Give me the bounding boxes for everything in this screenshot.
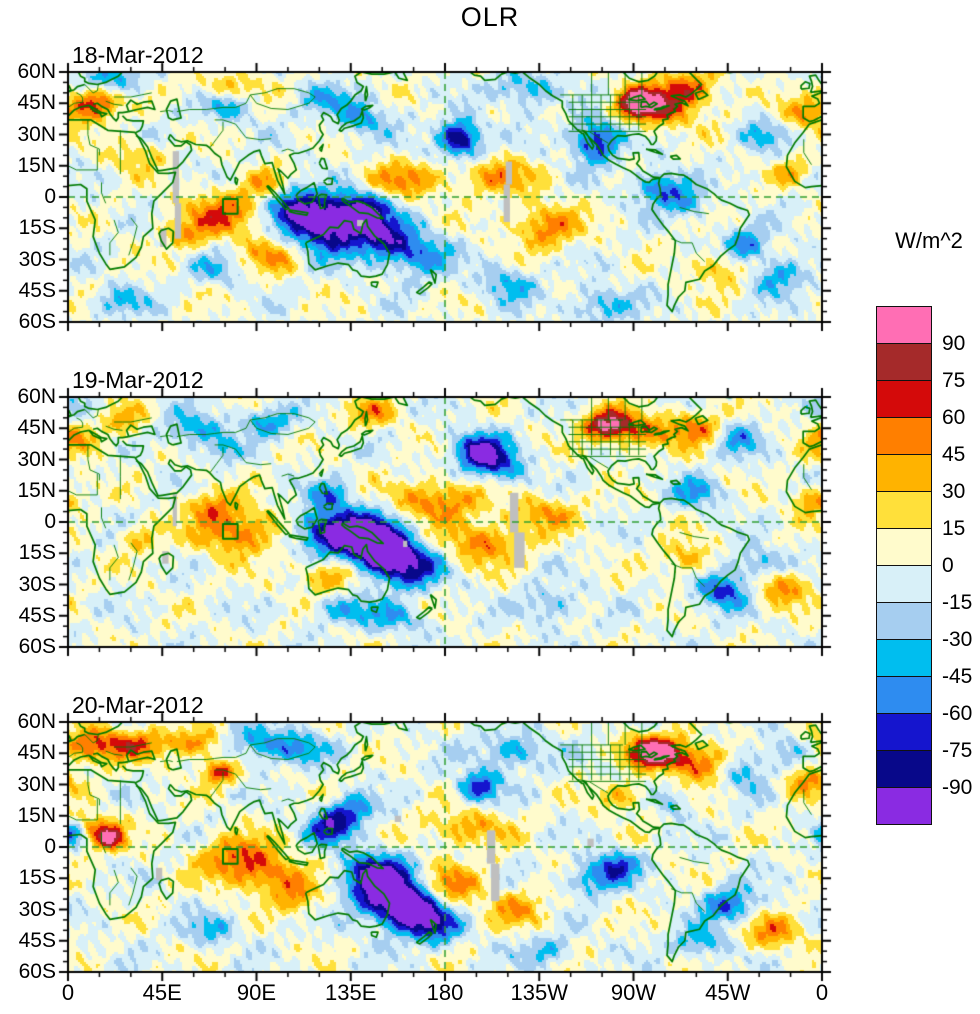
colorbar-segment-6 — [877, 566, 931, 603]
y-tick-label-panel3-60N: 60N — [17, 710, 56, 733]
colorbar-units-label: W/m^2 — [895, 228, 963, 253]
colorbar-segment-12 — [877, 344, 931, 381]
y-tick-label-panel2-30S: 30S — [18, 572, 56, 596]
y-tick-label-panel1-30S: 30S — [18, 247, 56, 271]
y-tick-label-panel1-15S: 15S — [18, 216, 56, 240]
colorbar-segment-9 — [877, 455, 931, 492]
x-tick-label-3-135E: 135E — [325, 980, 377, 1005]
colorbar-segment-13 — [877, 307, 931, 344]
y-tick-label-panel3-15N: 15N — [17, 803, 56, 827]
map-panel-20-mar — [58, 712, 832, 982]
y-tick-label-panel2-30N: 30N — [17, 447, 56, 471]
colorbar-tick--15: -15 — [942, 591, 973, 614]
x-tick-label-8-0: 0 — [815, 980, 829, 1005]
x-tick-label-6-90W: 90W — [610, 980, 657, 1005]
colorbar-segment-3 — [877, 677, 931, 714]
colorbar-segment-4 — [877, 640, 931, 677]
y-tick-label-panel2-45N: 45N — [17, 416, 56, 440]
colorbar-segment-1 — [877, 751, 931, 788]
x-tick-label-2-90E: 90E — [236, 980, 277, 1005]
y-tick-label-panel2-15N: 15N — [17, 478, 56, 502]
y-tick-label-panel3-15S: 15S — [18, 866, 56, 890]
colorbar-tick-0: 0 — [942, 554, 954, 577]
colorbar-segment-5 — [877, 603, 931, 640]
colorbar-segment-10 — [877, 418, 931, 455]
y-tick-label-panel1-0: 0 — [44, 185, 56, 208]
y-tick-label-panel3-60S: 60S — [18, 960, 56, 983]
y-tick-label-panel1-45N: 45N — [17, 91, 56, 115]
colorbar-segment-8 — [877, 492, 931, 529]
colorbar-segment-0 — [877, 788, 931, 824]
colorbar-tick-45: 45 — [942, 443, 966, 466]
y-tick-label-panel3-45N: 45N — [17, 741, 56, 765]
x-tick-label-4-180: 180 — [426, 980, 464, 1005]
colorbar-tick-60: 60 — [942, 406, 966, 429]
x-tick-label-7-45W: 45W — [705, 980, 751, 1005]
colorbar-tick--30: -30 — [942, 628, 973, 651]
colorbar-tick-90: 90 — [942, 332, 966, 355]
colorbar-segment-7 — [877, 529, 931, 566]
x-tick-label-1-45E: 45E — [142, 980, 182, 1005]
y-tick-label-panel3-45S: 45S — [18, 928, 56, 952]
y-tick-label-panel2-60S: 60S — [18, 635, 56, 658]
y-tick-label-panel1-15N: 15N — [17, 153, 56, 177]
map-panel-18-mar — [58, 62, 832, 332]
y-tick-label-panel3-30N: 30N — [17, 772, 56, 796]
y-tick-label-panel2-60N: 60N — [17, 385, 56, 408]
y-tick-label-panel3-0: 0 — [44, 835, 56, 858]
colorbar — [876, 306, 932, 825]
colorbar-tick--45: -45 — [942, 665, 973, 688]
y-tick-label-panel1-45S: 45S — [18, 278, 56, 302]
colorbar-tick--75: -75 — [942, 739, 973, 762]
y-tick-label-panel1-30N: 30N — [17, 122, 56, 146]
y-tick-label-panel2-0: 0 — [44, 510, 56, 533]
x-tick-label-0-0: 0 — [61, 980, 75, 1005]
figure-title: OLR — [460, 2, 520, 32]
y-tick-label-panel2-15S: 15S — [18, 541, 56, 565]
y-tick-label-panel3-30S: 30S — [18, 897, 56, 921]
colorbar-segment-2 — [877, 714, 931, 751]
map-panel-19-mar — [58, 387, 832, 657]
colorbar-tick-75: 75 — [942, 369, 966, 392]
x-tick-label-5-135W: 135W — [510, 980, 568, 1005]
colorbar-segment-11 — [877, 381, 931, 418]
colorbar-tick--60: -60 — [942, 702, 973, 725]
y-tick-label-panel1-60N: 60N — [17, 60, 56, 83]
y-tick-label-panel2-45S: 45S — [18, 603, 56, 627]
y-tick-label-panel1-60S: 60S — [18, 310, 56, 333]
colorbar-tick--90: -90 — [942, 776, 973, 799]
colorbar-tick-15: 15 — [942, 517, 966, 540]
colorbar-tick-30: 30 — [942, 480, 966, 503]
